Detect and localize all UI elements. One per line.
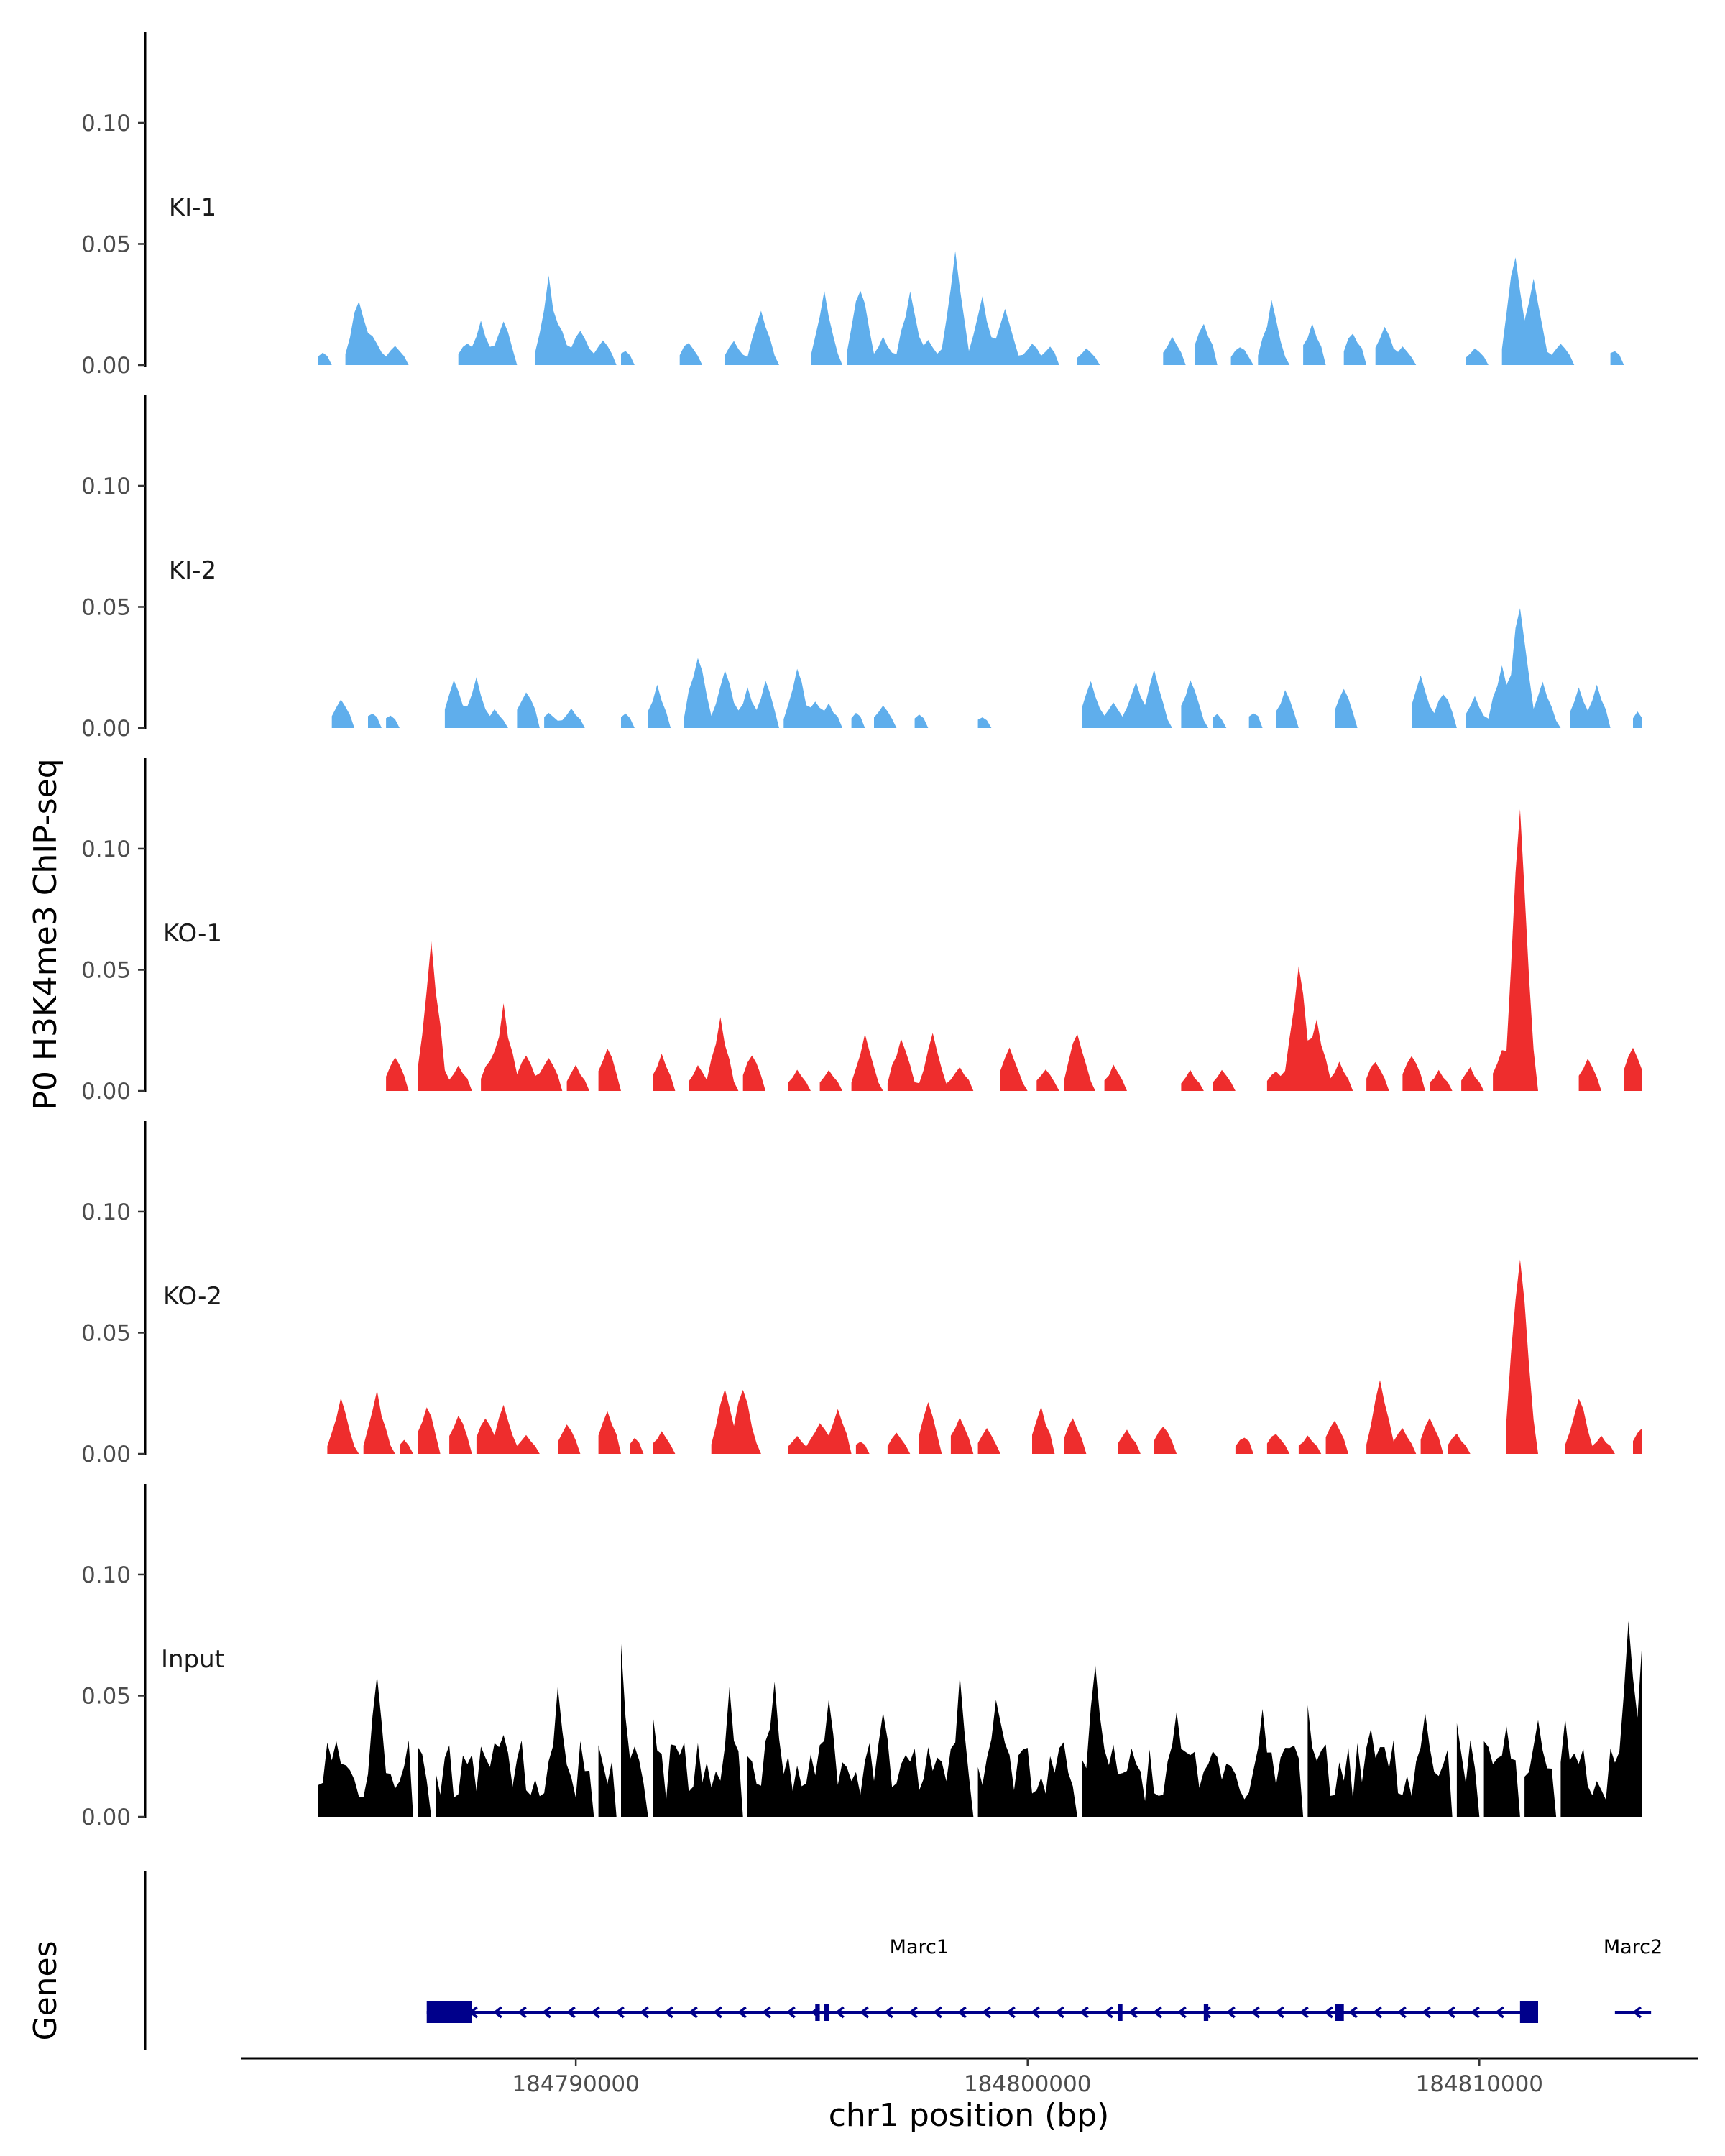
track-ki-1: 0.00 0.05 0.10 KI-1 [81,32,1624,379]
strand-arrow [1397,2006,1407,2019]
strand-arrow [492,2006,502,2019]
y-tick-label: 0.05 [81,1320,131,1346]
x-tick-label: 184810000 [1416,2071,1544,2097]
gene-label: Marc2 [1604,1936,1662,1958]
strand-arrow [981,2006,991,2019]
track-label: KI-1 [169,193,216,222]
signal-area-ko-1 [386,809,1642,1091]
strand-arrow [761,2006,771,2019]
gene-exon [1203,2004,1209,2021]
strand-arrow [1372,2006,1382,2019]
y-tick-label: 0.10 [81,1562,131,1588]
strand-arrow [615,2006,625,2019]
strand-arrow [1421,2006,1431,2019]
strand-arrow [859,2006,869,2019]
gene-exon [815,2004,820,2021]
track-label: KI-2 [169,556,216,585]
gene-exon [1335,2004,1344,2021]
strand-arrow [1054,2006,1064,2019]
y-axis-title: P0 H3K4me3 ChIP-seq [27,758,64,1110]
strand-arrow [1494,2006,1504,2019]
strand-arrow [737,2006,747,2019]
y-tick-label: 0.00 [81,353,131,379]
strand-arrow [957,2006,967,2019]
strand-arrow [1152,2006,1162,2019]
track-label: KO-1 [163,919,222,948]
signal-area-ki-1 [318,251,1624,365]
x-tick-label: 184790000 [512,2071,640,2097]
y-tick-label: 0.00 [81,1442,131,1468]
signal-area-ki-2 [331,608,1642,728]
y-tick-label: 0.05 [81,1683,131,1709]
track-label: KO-2 [163,1282,222,1311]
signal-area-ko-2 [327,1259,1642,1454]
gene-marc1: Marc1 [426,1936,1538,2023]
strand-arrow [517,2006,527,2019]
strand-arrow [883,2006,893,2019]
gene-exon [426,2001,472,2023]
gene-exon [824,2004,829,2021]
track-ki-2: 0.00 0.05 0.10 KI-2 [81,395,1642,742]
y-tick-label: 0.05 [81,957,131,983]
y-tick-label: 0.00 [81,1079,131,1105]
strand-arrow [1632,2006,1642,2019]
strand-arrow [1103,2006,1113,2019]
strand-arrow [541,2006,551,2019]
y-tick-label: 0.00 [81,716,131,742]
strand-arrow [1250,2006,1260,2019]
strand-arrow [908,2006,918,2019]
y-tick-label: 0.10 [81,837,131,862]
signal-tracks: 0.00 0.05 0.10 KI-1 0.00 0.05 0.10 KI-2 0.00 0.05… [81,32,1642,1830]
strand-arrow [1445,2006,1455,2019]
gene-exon [1519,2001,1538,2023]
strand-arrow [1274,2006,1284,2019]
y-tick-label: 0.00 [81,1805,131,1830]
strand-arrow [1299,2006,1309,2019]
strand-arrow [1006,2006,1016,2019]
strand-arrow [1323,2006,1333,2019]
x-axis: 184790000 184800000 184810000 [241,2057,1698,2097]
strand-arrow [566,2006,576,2019]
strand-arrow [786,2006,796,2019]
track-ko-1: 0.00 0.05 0.10 KO-1 [81,758,1642,1105]
strand-arrow [1079,2006,1089,2019]
strand-arrow [1470,2006,1480,2019]
gene-marc2: Marc2 [1604,1936,1662,2019]
strand-arrow [1030,2006,1040,2019]
y-tick-label: 0.05 [81,231,131,257]
gene-label: Marc1 [890,1936,949,1958]
strand-arrow [1348,2006,1358,2019]
x-axis-title: chr1 position (bp) [829,2097,1110,2134]
track-ko-2: 0.00 0.05 0.10 KO-2 [81,1121,1642,1468]
strand-arrow [932,2006,942,2019]
strand-arrow [1225,2006,1236,2019]
track-label: Input [161,1645,224,1674]
strand-arrow [1177,2006,1187,2019]
track-input: 0.00 0.05 0.10 Input [81,1484,1642,1830]
strand-arrow [712,2006,722,2019]
genes-track: Marc1 Marc2 [144,1871,1662,2050]
gene-exon [1118,2004,1123,2021]
strand-arrow [688,2006,698,2019]
strand-arrow [1128,2006,1138,2019]
y-tick-label: 0.10 [81,111,131,137]
strand-arrow [663,2006,673,2019]
strand-arrow [590,2006,600,2019]
y-tick-label: 0.10 [81,474,131,499]
strand-arrow [639,2006,649,2019]
x-tick-label: 184800000 [964,2071,1092,2097]
genes-track-label: Genes [27,1940,64,2040]
signal-area-input [318,1621,1642,1817]
y-tick-label: 0.10 [81,1199,131,1225]
y-tick-label: 0.05 [81,594,131,620]
strand-arrow [834,2006,845,2019]
